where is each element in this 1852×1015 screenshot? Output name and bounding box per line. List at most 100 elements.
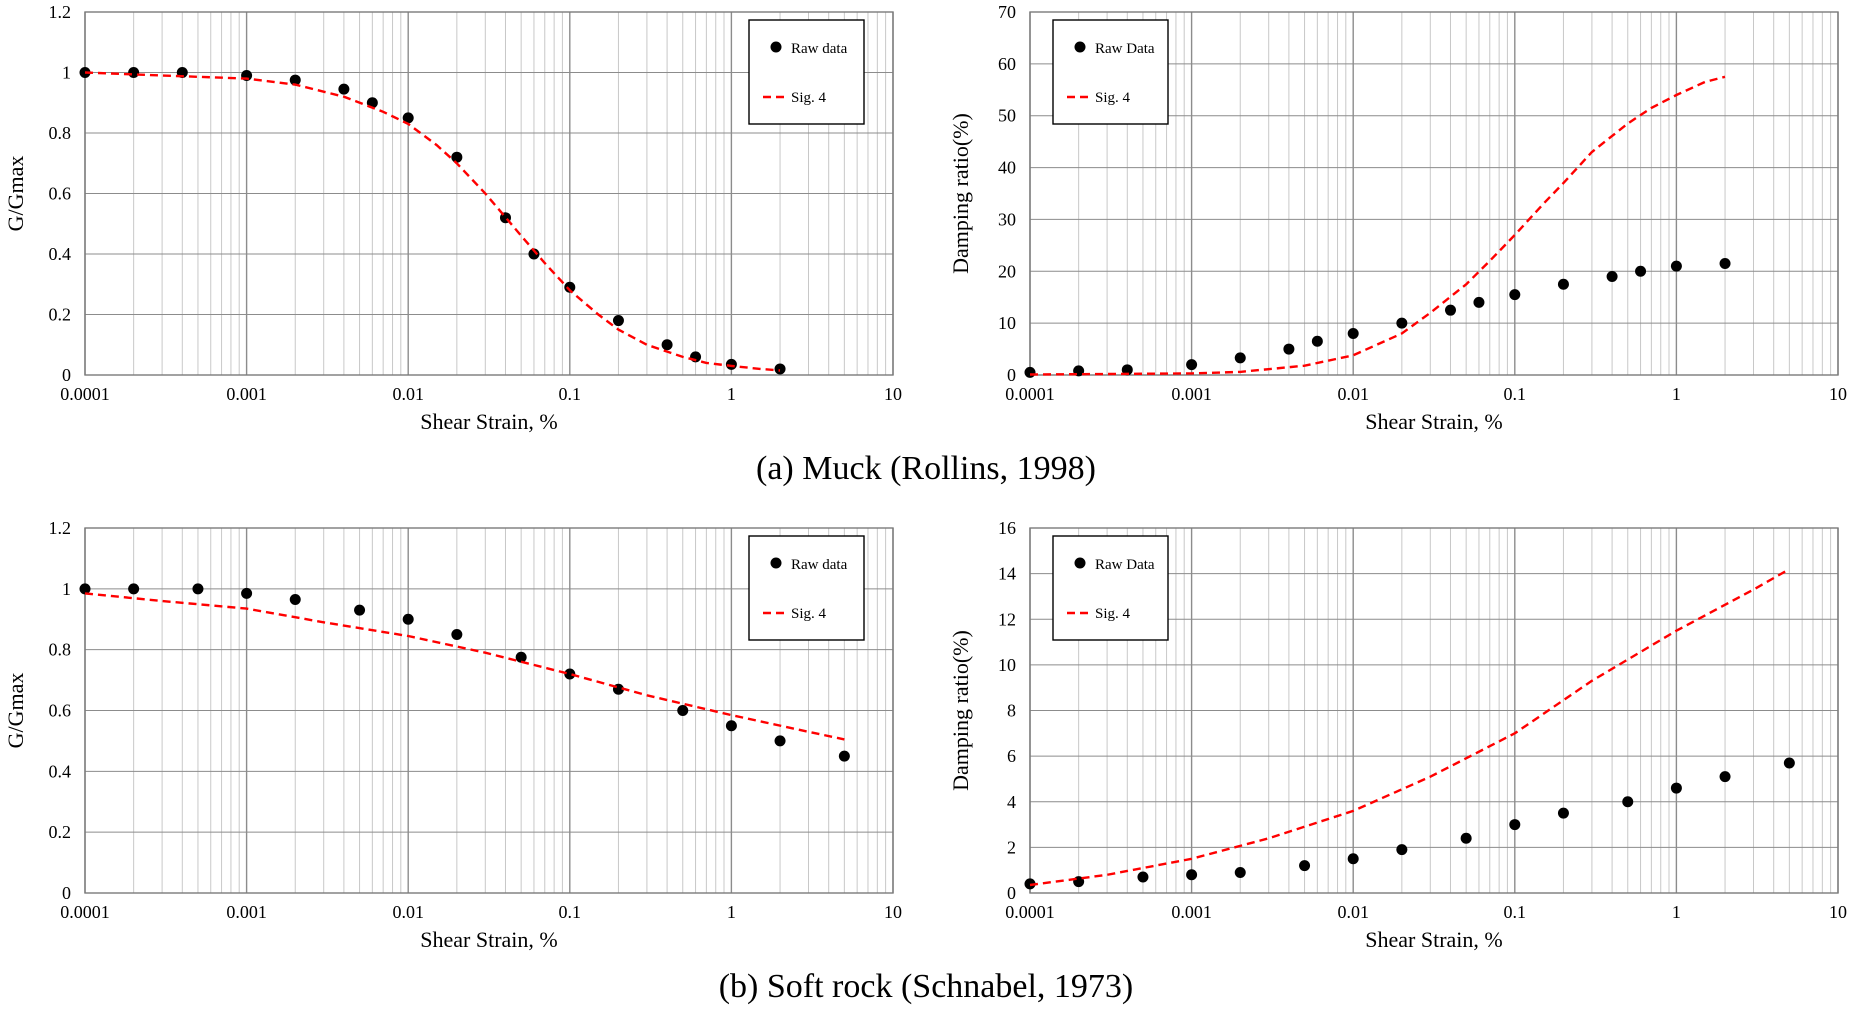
caption-muck: (a) Muck (Rollins, 1998) <box>756 450 1096 487</box>
raw-data-point <box>402 112 414 124</box>
y-axis-label: G/Gmax <box>3 156 28 232</box>
raw-data-point <box>402 613 414 625</box>
x-tick-label: 0.0001 <box>1005 902 1055 922</box>
raw-data-point <box>564 281 576 293</box>
legend-box <box>1052 19 1169 125</box>
x-axis-label: Shear Strain, % <box>1365 409 1502 434</box>
plot-border <box>84 527 894 894</box>
x-tick-label: 1 <box>727 384 736 404</box>
raw-data-point <box>1024 366 1036 378</box>
raw-data-point <box>1719 258 1731 270</box>
raw-data-point <box>1622 796 1634 808</box>
y-tick-label: 16 <box>998 518 1016 538</box>
y-tick-label: 0.2 <box>49 305 72 325</box>
x-tick-label: 0.01 <box>392 902 424 922</box>
raw-data-point <box>1347 328 1359 340</box>
legend-marker-raw <box>1074 41 1086 53</box>
y-tick-label: 1 <box>62 579 71 599</box>
x-tick-label: 1 <box>1672 902 1681 922</box>
raw-data-point <box>1719 771 1731 783</box>
raw-data-point <box>128 583 140 595</box>
x-tick-label: 0.1 <box>559 384 582 404</box>
raw-data-point <box>1299 860 1311 872</box>
raw-data-point <box>1509 289 1521 301</box>
y-axis-label: G/Gmax <box>3 673 28 749</box>
raw-data-point <box>1557 278 1569 290</box>
raw-data-point <box>1635 265 1647 277</box>
legend-label-fit: Sig. 4 <box>791 90 827 106</box>
y-tick-label: 0.6 <box>49 184 72 204</box>
plot-border <box>84 11 894 376</box>
legend-label-fit: Sig. 4 <box>1095 90 1131 106</box>
legend: Raw data Sig. 4 <box>748 19 865 125</box>
raw-data-point <box>677 705 689 716</box>
raw-data-point <box>564 668 576 680</box>
raw-data-point <box>1670 260 1682 272</box>
x-tick-label: 0.01 <box>392 384 424 404</box>
y-tick-label: 40 <box>998 158 1016 178</box>
legend-marker-raw <box>1074 557 1086 569</box>
x-tick-label: 1 <box>727 902 736 922</box>
legend-box <box>748 535 865 641</box>
fit-curve-sig4 <box>84 71 781 372</box>
y-tick-label: 0 <box>62 883 71 903</box>
caption-soft-rock: (b) Soft rock (Schnabel, 1973) <box>718 968 1134 1005</box>
raw-data-point <box>1234 866 1246 878</box>
y-tick-label: 1.2 <box>49 518 72 538</box>
chart-b-modulus: 0 0.2 0.4 0.6 0.8 1 1.2 0.0001 0.001 0.01 0.1 1 10 Sh… <box>3 518 902 952</box>
raw-data-point <box>354 604 366 616</box>
raw-data-point <box>1396 317 1408 329</box>
y-tick-label: 0.2 <box>49 822 72 842</box>
y-tick-label: 0 <box>1007 883 1016 903</box>
raw-data-point <box>451 151 463 163</box>
raw-data-point <box>1347 853 1359 865</box>
y-tick-label: 10 <box>998 313 1016 333</box>
y-tick-label: 10 <box>998 655 1016 675</box>
raw-data-point <box>289 593 301 605</box>
legend-label-raw: Raw Data <box>1095 557 1155 573</box>
y-tick-label: 12 <box>998 609 1016 629</box>
raw-data-point <box>528 248 540 260</box>
y-tick-label: 0 <box>1007 365 1016 385</box>
raw-data-point <box>838 750 850 762</box>
x-tick-label: 10 <box>884 384 902 404</box>
x-tick-label: 0.1 <box>1504 384 1527 404</box>
raw-data-point <box>1283 343 1295 355</box>
x-tick-label: 0.0001 <box>1005 384 1055 404</box>
y-tick-label: 8 <box>1007 701 1016 721</box>
x-tick-label: 0.001 <box>1171 384 1212 404</box>
y-tick-label: 6 <box>1007 746 1016 766</box>
raw-data-point <box>1460 832 1472 844</box>
y-tick-label: 0.8 <box>49 123 72 143</box>
legend: Raw Data Sig. 4 <box>1052 535 1169 641</box>
y-tick-label: 60 <box>998 54 1016 74</box>
y-tick-label: 1.2 <box>49 2 72 22</box>
y-tick-label: 20 <box>998 261 1016 281</box>
legend-label-fit: Sig. 4 <box>791 606 827 622</box>
raw-data-point <box>1670 782 1682 794</box>
x-tick-label: 0.001 <box>226 902 267 922</box>
raw-data-point <box>1606 270 1618 282</box>
raw-data-point <box>1186 359 1198 371</box>
chart-b-damping: 0 2 4 6 8 10 12 14 16 0.0001 0.001 0.01 0.1 1 10 Shear … <box>948 518 1847 952</box>
y-tick-label: 0.4 <box>49 761 72 781</box>
plot-border <box>1029 527 1839 894</box>
raw-data-point <box>338 83 350 95</box>
raw-data-point <box>1121 364 1133 376</box>
x-tick-label: 0.1 <box>1504 902 1527 922</box>
raw-data-point <box>289 74 301 86</box>
raw-data-point <box>451 628 463 640</box>
x-axis-label: Shear Strain, % <box>1365 927 1502 952</box>
raw-data-point <box>661 339 673 351</box>
legend-box <box>748 19 865 125</box>
raw-data-point <box>1783 757 1795 769</box>
x-tick-label: 0.0001 <box>60 384 110 404</box>
x-tick-label: 10 <box>1829 384 1847 404</box>
raw-data-point <box>725 720 737 732</box>
x-tick-label: 10 <box>1829 902 1847 922</box>
legend: Raw Data Sig. 4 <box>1052 19 1169 125</box>
legend-label-fit: Sig. 4 <box>1095 606 1131 622</box>
plot-border <box>1029 11 1839 376</box>
fit-curve-sig4 <box>1029 568 1790 887</box>
raw-data-point <box>192 583 204 595</box>
